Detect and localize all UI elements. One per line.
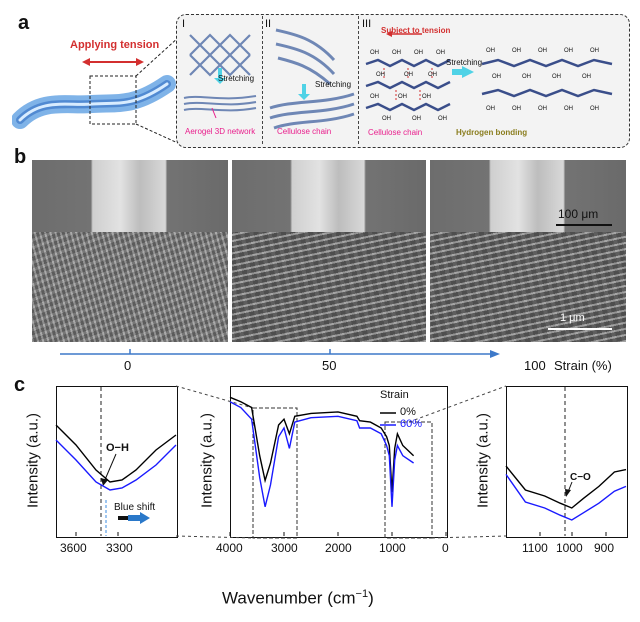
svg-text:OH: OH [370, 50, 379, 56]
strain-axis-label: Strain (%) [554, 358, 612, 373]
xlabel: Wavenumber (cm−1) [222, 588, 374, 609]
right-zoom-plot [506, 386, 628, 538]
right-zoom-series-60% [505, 473, 627, 521]
mid-tick-4000: 4000 [216, 541, 243, 555]
applying-tension-label: Applying tension [70, 39, 160, 51]
svg-text:OH: OH [522, 74, 531, 80]
right-tick-1000: 1000 [556, 541, 583, 555]
svg-text:OH: OH [382, 116, 391, 122]
mid-tick-0: 0 [442, 541, 449, 555]
aerogel-3d-network-label: Aerogel 3D network [185, 127, 256, 136]
aerogel-network-diagram [183, 33, 257, 119]
scale-bar-top-label: 100 μm [558, 207, 599, 221]
main-series-60% [229, 401, 414, 507]
strain-tick-0: 0 [124, 358, 132, 373]
svg-text:OH: OH [392, 50, 401, 56]
mid-tick-3000: 3000 [271, 541, 298, 555]
stretching-label-2: Stretching [315, 80, 352, 89]
cellulose-chain-diagram [269, 28, 355, 130]
sem-bottom-0 [32, 232, 228, 342]
svg-text:OH: OH [590, 48, 599, 54]
svg-text:OH: OH [582, 74, 591, 80]
strain-axis-arrow [60, 349, 500, 358]
left-zoom-series-0% [55, 424, 177, 483]
xlabel-sup: −1 [355, 588, 369, 600]
panel-c-letter: c [14, 374, 26, 396]
stretching-label-1: Stretching [218, 74, 255, 83]
right-zoom-series-0% [505, 465, 627, 509]
main-series-0% [229, 396, 415, 493]
section-I-label: I [182, 18, 186, 30]
hydrogen-bonding-diagram: OH OH OH OH OH OH OH OH OH OH OH OH OH OH OH OH OH OH… [365, 31, 613, 122]
left-tick-3600: 3600 [60, 541, 87, 555]
cellulose-chain-label-2: Cellulose chain [368, 128, 423, 137]
sem-top-50 [232, 160, 426, 232]
mid-ylabel: Intensity (a.u.) [198, 412, 216, 509]
blue-shift-label: Blue shift [114, 502, 156, 513]
scale-bar-bottom-line [548, 328, 612, 330]
strain-tick-100: 100 [524, 358, 546, 373]
panel-b-letter: b [14, 146, 27, 168]
scale-bar-bottom-label: 1 μm [560, 312, 585, 324]
svg-text:OH: OH [492, 74, 501, 80]
svg-text:OH: OH [404, 72, 413, 78]
xlabel-end: ) [368, 588, 374, 608]
svg-text:OH: OH [422, 94, 431, 100]
oh-label: O−H [106, 442, 129, 454]
legend-0: 0% [400, 406, 416, 418]
legend-title: Strain [380, 389, 409, 401]
svg-text:OH: OH [414, 50, 423, 56]
svg-text:OH: OH [512, 48, 521, 54]
svg-text:OH: OH [486, 106, 495, 112]
ftir-chart-svg [55, 385, 627, 539]
section-II-label: II [265, 18, 272, 30]
sem-bottom-100 [430, 232, 626, 342]
scale-bar-top-line [556, 224, 612, 226]
mid-tick-1000: 1000 [379, 541, 406, 555]
left-zoom-plot [56, 386, 178, 538]
svg-text:OH: OH [564, 48, 573, 54]
svg-text:OH: OH [398, 94, 407, 100]
co-label: C−O [570, 472, 591, 483]
svg-text:OH: OH [564, 106, 573, 112]
svg-text:OH: OH [486, 48, 495, 54]
right-tick-1100: 1100 [522, 541, 548, 555]
left-tick-3300: 3300 [106, 541, 133, 555]
svg-text:OH: OH [370, 94, 379, 100]
svg-text:OH: OH [412, 116, 421, 122]
sem-top-100 [430, 160, 626, 232]
legend-60: 60% [400, 418, 423, 430]
left-ylabel: Intensity (a.u.) [24, 412, 42, 509]
svg-text:OH: OH [428, 72, 437, 78]
left-zoom-series-60% [55, 439, 177, 491]
fiber-illustration [12, 35, 181, 145]
sem-bottom-50 [232, 232, 426, 342]
svg-text:OH: OH [538, 48, 547, 54]
hydrogen-bonding-label: Hydrogen bonding [456, 128, 528, 137]
svg-text:OH: OH [436, 50, 445, 56]
right-ylabel: Intensity (a.u.) [474, 412, 492, 509]
svg-text:OH: OH [376, 72, 385, 78]
sem-top-0 [32, 160, 228, 232]
right-tick-900: 900 [594, 541, 615, 555]
cellulose-chain-label-1: Cellulose chain [277, 127, 332, 136]
section-III-label: III [362, 18, 372, 30]
svg-text:OH: OH [438, 116, 447, 122]
mid-tick-2000: 2000 [325, 541, 352, 555]
svg-text:OH: OH [590, 106, 599, 112]
svg-text:OH: OH [552, 74, 561, 80]
subject-to-tension-label: Subject to tension [381, 26, 451, 35]
stretching-label-3: Stretching [446, 58, 483, 67]
mechanism-box [176, 14, 630, 148]
xlabel-text: Wavenumber (cm [222, 588, 356, 608]
strain-tick-50: 50 [322, 358, 337, 373]
svg-text:OH: OH [538, 106, 547, 112]
panel-a-letter: a [18, 12, 30, 34]
svg-text:OH: OH [512, 106, 521, 112]
